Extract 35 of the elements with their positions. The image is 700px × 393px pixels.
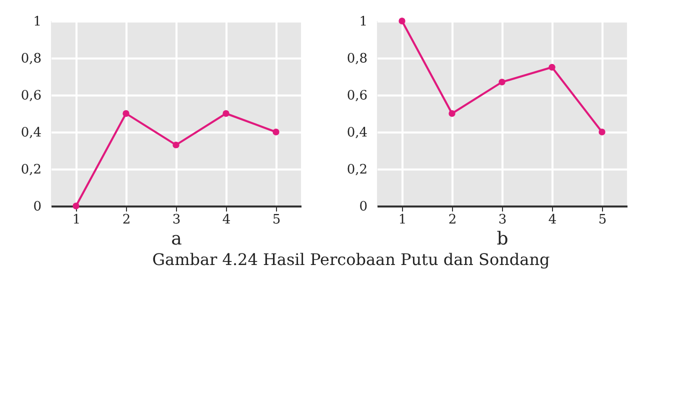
y-tick-label: 0,4 (346, 126, 368, 140)
point (72, 202, 80, 210)
point (172, 142, 180, 148)
x-tick-label: 1 (398, 212, 407, 228)
x-tick-label: 2 (448, 212, 457, 228)
x-tick-label: 5 (272, 212, 281, 228)
point (222, 110, 230, 117)
y-tick-label: 0,6 (20, 88, 42, 104)
y-tick-label: 0 (33, 200, 42, 214)
x-tick-label: 4 (548, 212, 557, 228)
y-tick-label: 0,8 (20, 52, 42, 66)
point (272, 128, 280, 136)
x-axis-title: b (496, 228, 508, 250)
y-tick-label: 0,2 (346, 162, 368, 178)
text: Gambar 4.24 Hasil Percobaan Putu dan Sondang (152, 250, 550, 269)
point (122, 110, 130, 117)
y-tick-label: 0,8 (346, 52, 368, 66)
x-axis-title: a (171, 228, 182, 250)
y-tick-label: 1 (359, 14, 368, 30)
x-tick-label: 4 (222, 212, 231, 228)
y-tick-label: 0,2 (20, 162, 42, 178)
y-tick-label: 0 (359, 200, 368, 214)
x-tick-label: 3 (172, 212, 181, 228)
x-tick-label: 3 (498, 212, 507, 228)
point (548, 64, 556, 71)
y-tick-label: 0,6 (346, 88, 368, 104)
x-tick-label: 5 (598, 212, 607, 228)
point (398, 18, 406, 24)
point (498, 78, 506, 86)
x-tick-label: 2 (122, 212, 131, 228)
y-tick-label: 0,4 (20, 126, 42, 140)
point (598, 128, 606, 136)
x-tick-label: 1 (72, 212, 81, 228)
y-tick-label: 1 (33, 14, 42, 30)
point (448, 110, 456, 117)
